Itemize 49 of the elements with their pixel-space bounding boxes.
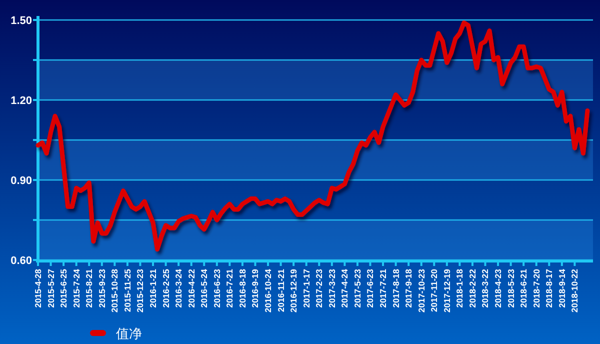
x-tick-label: 2017-7-21	[378, 268, 388, 308]
y-tick-label: 1.50	[10, 15, 32, 27]
x-tick-label: 2017-4-24	[340, 268, 350, 308]
x-tick-label: 2017-11-20	[429, 268, 440, 312]
y-tick-label: 1.20	[10, 95, 32, 107]
x-tick-label: 2017-1-17	[301, 268, 312, 308]
x-tick-label: 2015-12-23	[135, 268, 146, 312]
x-tick-label: 2015-10-28	[110, 268, 120, 312]
x-tick-label: 2018-10-22	[570, 268, 580, 312]
x-tick-label: 2017-2-23	[314, 268, 324, 308]
x-tick-label: 2017-5-23	[352, 268, 362, 308]
x-tick-label: 2016-4-22	[186, 268, 196, 308]
x-tick-label: 2017-12-19	[442, 268, 452, 312]
x-tick-label: 2018-6-21	[518, 268, 529, 308]
x-tick-label: 2018-9-14	[556, 268, 567, 308]
x-tick-label: 2016-11-21	[276, 268, 286, 312]
x-tick-label: 2018-1-18	[454, 268, 465, 308]
x-tick-label: 2018-3-22	[480, 268, 490, 308]
x-tick-label: 2015-8-21	[84, 268, 94, 308]
x-tick-label: 2016-7-21	[224, 268, 235, 308]
y-tick-label: 0.60	[10, 255, 32, 267]
x-tick-label: 2018-2-22	[467, 268, 478, 308]
x-tick-label: 2015-7-24	[71, 268, 82, 308]
x-tick-label: 2018-4-23	[493, 268, 504, 308]
x-tick-label: 2017-3-23	[326, 268, 337, 308]
x-tick-label: 2018-7-20	[531, 268, 542, 308]
legend-label: 值净	[116, 326, 142, 341]
x-tick-label: 2017-6-23	[365, 268, 376, 308]
x-tick-label: 2018-5-23	[506, 268, 516, 308]
x-tick-label: 2017-10-23	[416, 268, 426, 312]
x-tick-label: 2015-5-27	[46, 268, 56, 308]
x-tick-label: 2016-9-19	[250, 268, 260, 308]
x-tick-label: 2018-8-17	[544, 268, 554, 308]
x-tick-label: 2016-12-19	[288, 268, 299, 312]
x-tick-label: 2015-6-25	[58, 268, 69, 308]
line-series	[36, 20, 590, 252]
x-tick-label: 2017-9-18	[404, 268, 414, 308]
y-tick-label: 0.90	[10, 175, 32, 187]
x-tick-label: 2016-2-25	[160, 268, 171, 308]
x-tick-label: 2015-11-25	[122, 268, 132, 312]
x-tick-label: 2016-5-24	[199, 268, 210, 308]
x-tick-label: 2016-1-21	[148, 268, 158, 308]
x-tick-label: 2015-9-23	[96, 268, 107, 308]
x-tick-label: 2016-10-24	[263, 268, 274, 312]
x-tick-label: 2015-4-28	[33, 268, 43, 308]
x-tick-label: 2016-6-23	[212, 268, 222, 308]
x-tick-label: 2016-8-18	[237, 268, 248, 308]
x-tick-label: 2017-8-18	[390, 268, 401, 308]
x-tick-label: 2016-3-24	[174, 268, 184, 308]
